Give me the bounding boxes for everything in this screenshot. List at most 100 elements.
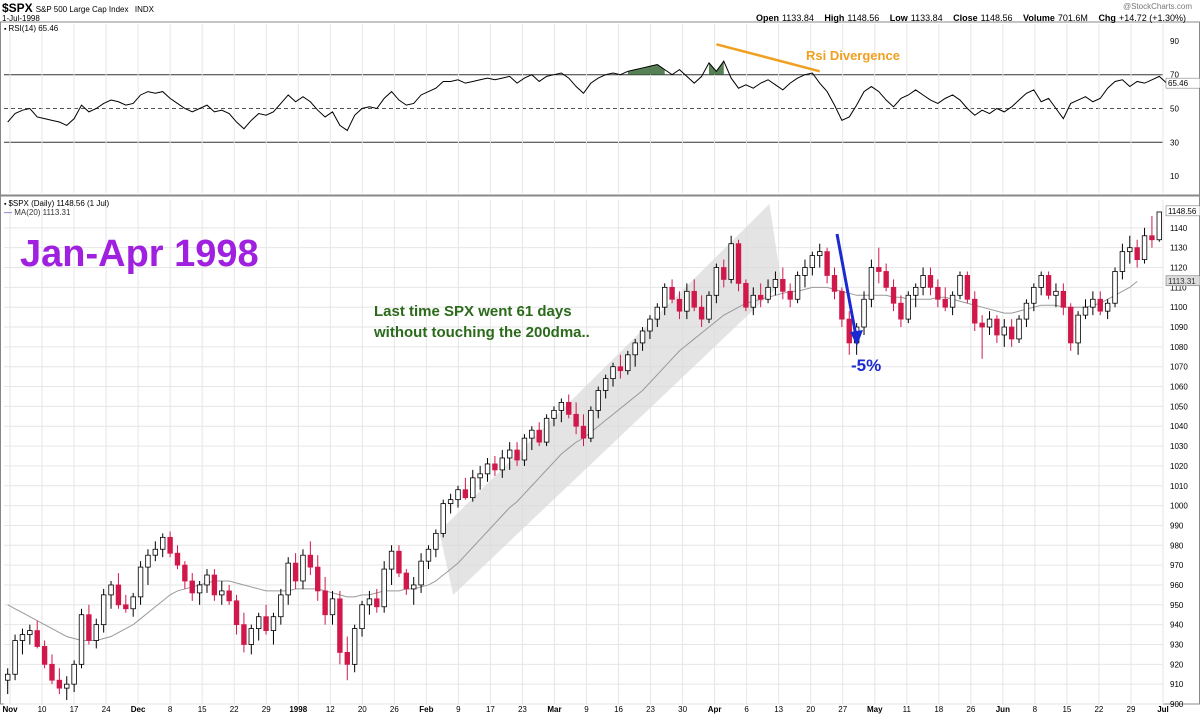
x-tick-label: 18 (934, 705, 943, 714)
annotation-note-line1: Last time SPX went 61 days (374, 303, 572, 320)
candle-body (588, 409, 594, 439)
candle (521, 434, 528, 466)
candle (972, 291, 978, 332)
candle (359, 600, 365, 637)
candle-body (1016, 318, 1022, 340)
price-tick-label: 1000 (1170, 502, 1188, 511)
candle-body (529, 429, 535, 439)
candle (1119, 243, 1126, 280)
candle (300, 549, 306, 589)
candle-body (292, 562, 299, 582)
rsi-legend-text: RSI(14) 65.46 (8, 24, 59, 33)
candle (580, 414, 587, 447)
candle-body (743, 282, 749, 308)
candle (1104, 299, 1111, 320)
candle (64, 676, 70, 701)
candle-body (1119, 251, 1126, 272)
price-tick-label: 910 (1170, 680, 1184, 689)
candle (255, 612, 262, 641)
x-tick-label: 22 (1094, 705, 1103, 714)
candle-body (839, 290, 845, 320)
candle-body (721, 267, 727, 280)
candle (979, 315, 985, 359)
candle-body (219, 590, 225, 596)
open-value: 1133.84 (781, 13, 814, 23)
candle-body (27, 630, 33, 635)
candle-body (300, 554, 306, 582)
candle-body (322, 590, 328, 616)
candle-body (602, 378, 609, 391)
candle-body (772, 279, 779, 288)
rsi-tick-label: 50 (1170, 105, 1179, 114)
x-tick-label: 15 (1062, 705, 1071, 714)
close-value: 1148.56 (980, 13, 1013, 23)
candle-body (19, 634, 26, 641)
candle (514, 442, 520, 466)
ma-legend-text: MA(20) 1113.31 (14, 208, 71, 217)
candle-body (396, 550, 402, 574)
chg-value: +14.72 (+1.30%) (1118, 13, 1186, 23)
candle (174, 545, 181, 570)
candle (12, 634, 18, 681)
candle (130, 592, 136, 617)
candle-body (137, 566, 144, 598)
price-tick-label: 1040 (1170, 422, 1188, 431)
candle (27, 624, 33, 645)
price-value-tag-text: 1148.56 (1168, 207, 1197, 216)
candle (182, 561, 188, 589)
low-value: 1133.84 (910, 13, 943, 23)
candle (145, 549, 151, 585)
high-label: High (824, 13, 845, 23)
ma20-line (7, 281, 1138, 642)
candle-body (787, 290, 793, 300)
candle (543, 414, 550, 447)
candle-body (315, 566, 321, 592)
candle (41, 640, 48, 669)
candle-body (278, 594, 284, 618)
drop-arrow-shaft (835, 233, 858, 337)
price-tick-label: 960 (1170, 581, 1184, 590)
candle-body (949, 294, 956, 308)
candle-body (100, 594, 107, 626)
candle-body (765, 286, 771, 300)
candle (772, 271, 779, 296)
candle-body (595, 390, 601, 411)
candle (78, 608, 85, 669)
candle (455, 485, 461, 508)
price-tick-label: 1030 (1170, 442, 1188, 451)
x-tick-label: 23 (518, 705, 527, 714)
candle-body (979, 322, 985, 328)
grid-lines (4, 24, 1164, 705)
close-label: Close (953, 13, 978, 23)
candle (337, 590, 343, 665)
candle-body (802, 267, 808, 276)
price-tick-label: 1070 (1170, 363, 1188, 372)
candle (115, 573, 122, 609)
candle (802, 259, 808, 288)
candle-body (647, 318, 653, 332)
candle (1045, 271, 1052, 300)
candle (1075, 311, 1081, 355)
candle-body (484, 463, 491, 475)
ma-value-tag-box (1165, 275, 1200, 287)
candle (721, 259, 727, 288)
candle (93, 618, 99, 649)
candle (927, 267, 934, 296)
candle-body (610, 366, 616, 380)
candlesticks (5, 211, 1162, 701)
candle-body (986, 318, 993, 328)
candle-body (241, 624, 247, 645)
candle-body (566, 402, 572, 415)
candle-body (573, 413, 579, 427)
candle-body (381, 568, 387, 608)
candle-body (824, 251, 830, 276)
candle-body (56, 679, 63, 689)
candle (780, 267, 786, 300)
price-tick-label: 1130 (1170, 244, 1188, 253)
candle-body (676, 298, 683, 312)
candle-body (145, 554, 151, 568)
candle (1156, 211, 1162, 242)
candle-body (366, 598, 373, 606)
x-tick-label: 17 (486, 705, 495, 714)
candle-body (255, 616, 262, 630)
